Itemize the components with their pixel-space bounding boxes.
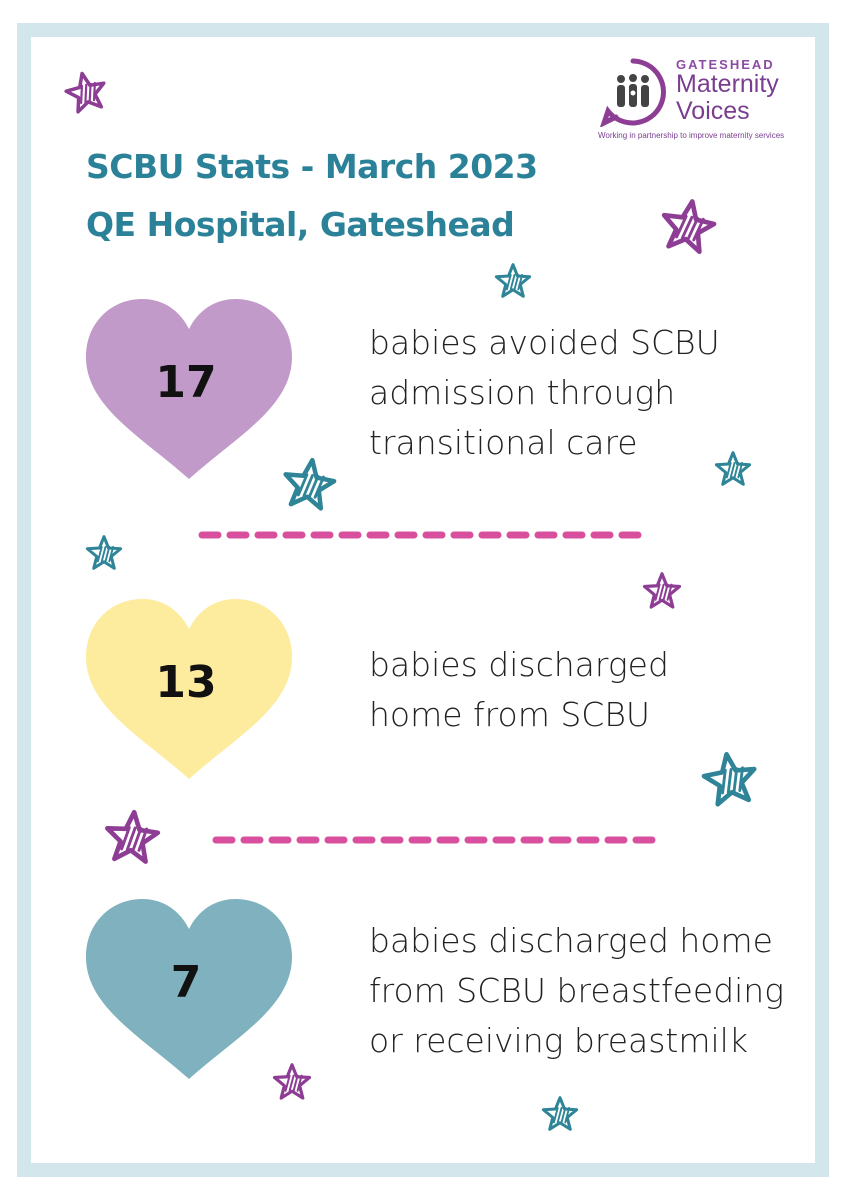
- logo-icon: [600, 58, 666, 127]
- star-icon: [104, 809, 161, 864]
- star-icon: [642, 572, 682, 609]
- dashed-divider: [198, 531, 646, 539]
- heart-icon: [86, 599, 292, 779]
- star-icon: [64, 71, 106, 114]
- star-icon: [541, 1096, 579, 1131]
- star-icon: [661, 199, 717, 255]
- logo: GATESHEAD Maternity Voices Working in pa…: [598, 57, 803, 147]
- page-subtitle: QE Hospital, Gateshead: [86, 205, 515, 244]
- heart-stat-2: 13: [84, 597, 294, 787]
- heart-icon: [86, 299, 292, 479]
- stat-value: 13: [155, 657, 217, 708]
- star-icon: [272, 1063, 312, 1100]
- stat-value: 17: [155, 357, 217, 408]
- heart-stat-1: 17: [84, 297, 294, 487]
- stat-description-1: babies avoided SCBU admission through tr…: [369, 323, 720, 462]
- star-icon: [494, 263, 532, 298]
- star-icon: [283, 457, 337, 511]
- logo-name: Maternity Voices: [676, 70, 779, 125]
- logo-tagline: Working in partnership to improve matern…: [598, 131, 785, 140]
- star-icon: [714, 451, 752, 486]
- page-title: SCBU Stats - March 2023: [86, 147, 538, 186]
- star-icon: [85, 535, 123, 570]
- stat-value: 7: [170, 957, 202, 1008]
- dashed-divider: [212, 836, 660, 844]
- heart-stat-3: 7: [84, 897, 294, 1087]
- stat-description-2: babies discharged home from SCBU: [369, 645, 669, 734]
- stat-description-3: babies discharged home from SCBU breastf…: [369, 921, 785, 1060]
- star-icon: [701, 751, 757, 807]
- logo-top-word: GATESHEAD: [676, 57, 775, 72]
- heart-icon: [86, 899, 292, 1079]
